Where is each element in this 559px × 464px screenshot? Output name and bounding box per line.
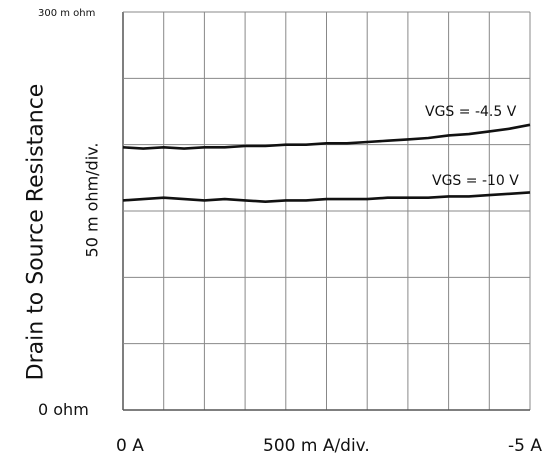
- y-axis-top-tick-label: 300 m ohm: [38, 8, 96, 19]
- y-axis-bottom-tick-label: 0 ohm: [38, 400, 89, 419]
- series-label-vgs-4-5: VGS = -4.5 V: [425, 104, 517, 120]
- x-axis-scale-label: 500 m A/div.: [263, 436, 370, 456]
- y-axis-scale-label: 50 m ohm/div.: [82, 142, 102, 258]
- x-axis-right-tick-label: -5 A: [508, 436, 542, 456]
- chart-grid: [122, 11, 531, 411]
- series-line-1: [122, 191, 531, 203]
- x-axis-left-tick-label: 0 A: [116, 436, 144, 456]
- chart-series-group: [122, 123, 531, 203]
- series-label-vgs-10: VGS = -10 V: [432, 173, 519, 189]
- series-line-0: [122, 123, 531, 150]
- y-axis-title: Drain to Source Resistance: [23, 83, 49, 381]
